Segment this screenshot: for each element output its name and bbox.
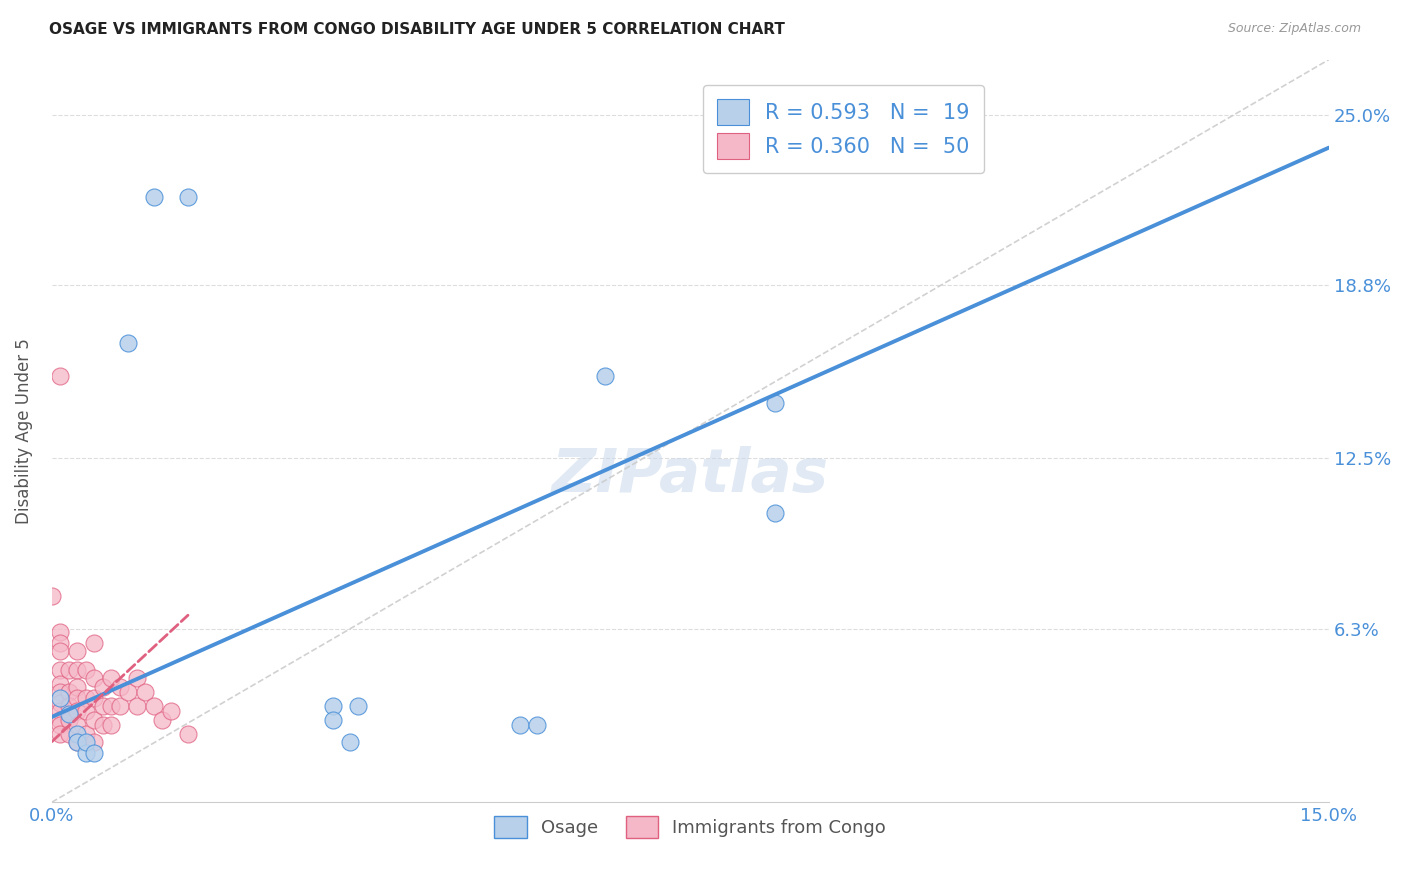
Point <box>100 718 122 732</box>
Point <box>142 190 165 204</box>
Point <box>160 705 183 719</box>
Point <box>347 698 370 713</box>
Point <box>66 644 89 658</box>
Point <box>58 685 80 699</box>
Point <box>91 698 114 713</box>
Text: ZIPatlas: ZIPatlas <box>551 446 830 505</box>
Point <box>117 685 139 699</box>
Point <box>83 735 105 749</box>
Point <box>83 713 105 727</box>
Point <box>125 672 148 686</box>
Point <box>75 690 97 705</box>
Point <box>49 663 72 677</box>
Point <box>66 663 89 677</box>
Point <box>49 644 72 658</box>
Point <box>125 698 148 713</box>
Point <box>322 713 344 727</box>
Point <box>66 726 89 740</box>
Point <box>75 663 97 677</box>
Point <box>509 718 531 732</box>
Point <box>58 663 80 677</box>
Point <box>83 672 105 686</box>
Point <box>75 705 97 719</box>
Point <box>75 735 97 749</box>
Point <box>83 636 105 650</box>
Point <box>49 690 72 705</box>
Point <box>66 705 89 719</box>
Point <box>58 698 80 713</box>
Point <box>75 726 97 740</box>
Point <box>593 368 616 383</box>
Point <box>91 718 114 732</box>
Point <box>100 672 122 686</box>
Point <box>75 746 97 760</box>
Point <box>41 589 63 603</box>
Point <box>58 713 80 727</box>
Point <box>58 707 80 722</box>
Point <box>339 735 361 749</box>
Point <box>91 680 114 694</box>
Point <box>134 685 156 699</box>
Legend: Osage, Immigrants from Congo: Osage, Immigrants from Congo <box>486 809 893 846</box>
Point <box>526 718 548 732</box>
Point <box>49 705 72 719</box>
Point <box>765 396 787 410</box>
Point <box>108 680 131 694</box>
Point <box>177 726 200 740</box>
Point <box>765 507 787 521</box>
Point <box>177 190 200 204</box>
Point <box>49 677 72 691</box>
Y-axis label: Disability Age Under 5: Disability Age Under 5 <box>15 338 32 524</box>
Point <box>49 624 72 639</box>
Point <box>58 726 80 740</box>
Point <box>49 685 72 699</box>
Point <box>49 718 72 732</box>
Text: Source: ZipAtlas.com: Source: ZipAtlas.com <box>1227 22 1361 36</box>
Point <box>100 698 122 713</box>
Point <box>322 698 344 713</box>
Point <box>66 690 89 705</box>
Text: OSAGE VS IMMIGRANTS FROM CONGO DISABILITY AGE UNDER 5 CORRELATION CHART: OSAGE VS IMMIGRANTS FROM CONGO DISABILIT… <box>49 22 785 37</box>
Point <box>83 746 105 760</box>
Point <box>152 713 174 727</box>
Point <box>49 713 72 727</box>
Point <box>66 718 89 732</box>
Point <box>108 698 131 713</box>
Point <box>66 735 89 749</box>
Point <box>49 368 72 383</box>
Point <box>49 726 72 740</box>
Point <box>49 696 72 710</box>
Point <box>49 636 72 650</box>
Point <box>66 735 89 749</box>
Point <box>83 690 105 705</box>
Point <box>142 698 165 713</box>
Point <box>117 335 139 350</box>
Point <box>66 680 89 694</box>
